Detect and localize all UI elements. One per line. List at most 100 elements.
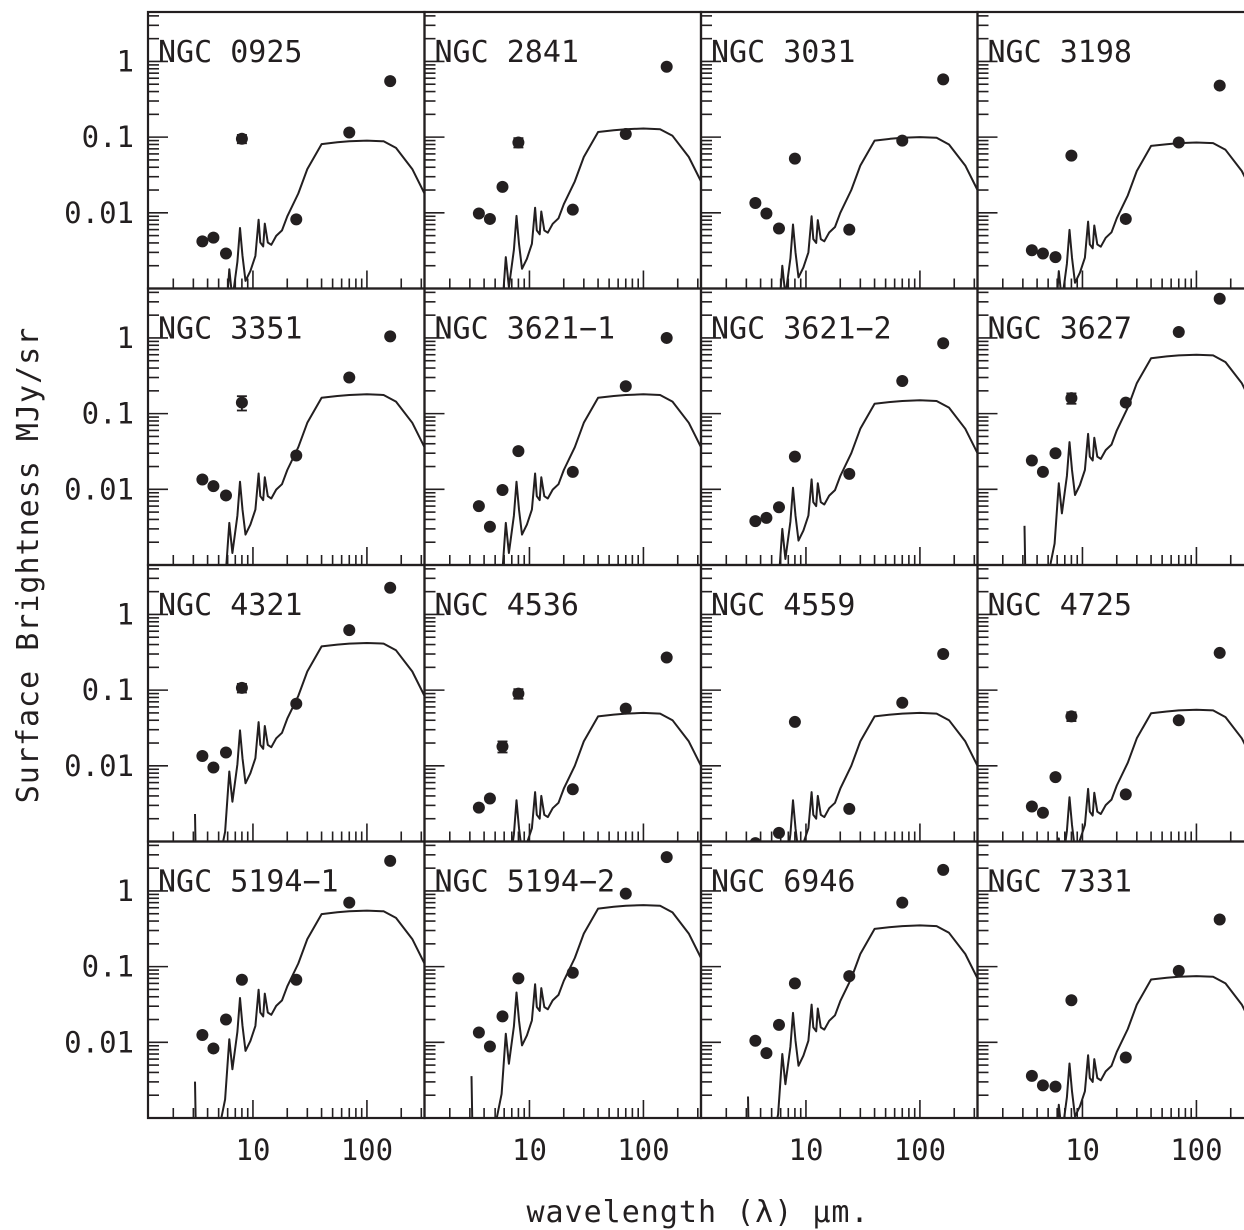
panel-name-label: NGC 4536 (435, 588, 580, 623)
data-point (290, 973, 303, 986)
data-point (384, 581, 397, 594)
data-point (472, 500, 485, 513)
data-point (896, 134, 909, 147)
data-point (1049, 771, 1062, 784)
data-point (760, 1047, 773, 1060)
panel-name-label: NGC 7331 (988, 865, 1133, 900)
data-point (512, 687, 525, 700)
data-point (207, 480, 220, 493)
model-spectrum-line (1057, 708, 1244, 842)
data-point (290, 449, 303, 462)
data-point (1025, 800, 1038, 813)
data-point (219, 247, 232, 260)
data-point (472, 801, 485, 814)
data-point (619, 887, 632, 900)
data-point (1213, 913, 1226, 926)
data-point (235, 681, 248, 694)
panel-name-label: NGC 5194−2 (435, 865, 616, 900)
data-point (896, 896, 909, 909)
data-point (843, 802, 856, 815)
data-point (1036, 1079, 1049, 1092)
data-point (1119, 396, 1132, 409)
data-point (566, 783, 579, 796)
panel-ngc-5194-1: NGC 5194−1 1 0.1 0.01 10 100 (64, 840, 426, 1167)
data-point (937, 73, 950, 86)
data-point (343, 371, 356, 384)
model-spectrum-line (1056, 975, 1244, 1118)
data-point (937, 337, 950, 350)
x-tick-label: 10 (235, 1133, 270, 1167)
data-point (788, 977, 801, 990)
data-point (207, 231, 220, 244)
panel-name-label: NGC 3031 (711, 35, 856, 70)
panel-name-label: NGC 3621−1 (435, 312, 616, 347)
data-point (843, 223, 856, 236)
panel-name-label: NGC 3627 (988, 312, 1133, 347)
data-point (1119, 1051, 1132, 1064)
data-point (619, 127, 632, 140)
data-point (343, 126, 356, 139)
data-point (343, 896, 356, 909)
panel-name-label: NGC 4321 (158, 588, 303, 623)
data-point (219, 1013, 232, 1026)
model-spectrum-line (1023, 353, 1244, 565)
panel-name-label: NGC 0925 (158, 35, 303, 70)
data-point (1049, 1080, 1062, 1093)
data-point (1172, 964, 1185, 977)
data-point (483, 1040, 496, 1053)
data-point (1213, 646, 1226, 659)
data-point (1213, 79, 1226, 92)
data-point (788, 715, 801, 728)
data-point (843, 970, 856, 983)
data-point (496, 740, 509, 753)
x-axis-title: wavelength (λ) μm. (526, 1195, 869, 1230)
y-tick-label: 0.01 (64, 196, 134, 230)
panel-name-label: NGC 5194−1 (158, 865, 339, 900)
data-point (219, 746, 232, 759)
data-point (496, 483, 509, 496)
x-tick-label: 100 (894, 1133, 946, 1167)
x-tick-label: 10 (512, 1133, 547, 1167)
y-tick-label: 0.1 (82, 950, 134, 984)
data-point (1213, 292, 1226, 305)
data-point (1036, 806, 1049, 819)
panel-name-label: NGC 3198 (988, 35, 1133, 70)
y-tick-label: 0.1 (82, 397, 134, 431)
data-point (1065, 392, 1078, 405)
model-spectrum-line (225, 393, 425, 565)
data-point (196, 235, 209, 248)
data-point (290, 213, 303, 226)
data-point (1119, 788, 1132, 801)
panel-grid: NGC 0925 1 0.1 0.01 NGC 2841 NGC 3031 NGC 3198… (64, 10, 1244, 1167)
data-point (772, 501, 785, 514)
data-point (512, 445, 525, 458)
panel-name-label: NGC 4559 (711, 588, 856, 623)
panel-ngc-3621-2: NGC 3621−2 (699, 287, 979, 567)
panel-ngc-0925: NGC 0925 1 0.1 0.01 (64, 10, 426, 290)
data-point (483, 212, 496, 225)
data-point (196, 1028, 209, 1041)
data-point (472, 1026, 485, 1039)
panel-ngc-5194-2: NGC 5194−2 10 100 (423, 840, 703, 1167)
data-point (566, 966, 579, 979)
data-point (290, 697, 303, 710)
data-point (196, 749, 209, 762)
data-point (619, 380, 632, 393)
panel-ngc-3031: NGC 3031 (699, 10, 979, 290)
model-spectrum-line (226, 139, 425, 289)
data-point (1172, 136, 1185, 149)
panel-ngc-4321: NGC 4321 1 0.1 0.01 (64, 563, 426, 843)
data-point (788, 152, 801, 165)
data-point (749, 837, 762, 842)
data-point (896, 374, 909, 387)
panel-frame (976, 840, 1244, 1120)
data-point (1025, 244, 1038, 257)
data-point (760, 511, 773, 524)
x-tick-label: 10 (1065, 1133, 1100, 1167)
panel-ngc-3621-1: NGC 3621−1 (423, 287, 703, 567)
panel-ngc-4536: NGC 4536 (423, 563, 703, 843)
data-point (1119, 212, 1132, 225)
y-tick-label: 0.1 (82, 673, 134, 707)
model-spectrum-line (504, 711, 701, 842)
data-point (483, 792, 496, 805)
